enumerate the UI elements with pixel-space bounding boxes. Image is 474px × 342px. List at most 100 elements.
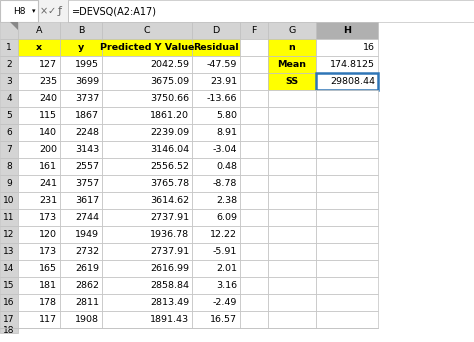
Bar — [60, 209, 102, 226]
Bar — [268, 90, 316, 107]
Text: 127: 127 — [39, 60, 57, 69]
Text: 235: 235 — [39, 77, 57, 86]
Text: 15: 15 — [3, 281, 15, 290]
Bar — [192, 56, 240, 73]
Bar — [192, 226, 240, 243]
Bar — [18, 90, 60, 107]
Bar — [102, 141, 192, 158]
Text: 3765.78: 3765.78 — [150, 179, 189, 188]
Bar — [316, 294, 378, 311]
Bar — [192, 209, 240, 226]
Text: 12: 12 — [3, 230, 15, 239]
Bar — [316, 107, 378, 124]
Text: 3757: 3757 — [75, 179, 99, 188]
Bar — [268, 277, 316, 294]
Bar — [0, 294, 18, 311]
Text: C: C — [144, 26, 150, 35]
Bar — [102, 260, 192, 277]
Text: 4: 4 — [6, 94, 12, 103]
Text: 3737: 3737 — [75, 94, 99, 103]
Text: 3146.04: 3146.04 — [150, 145, 189, 154]
Bar — [18, 294, 60, 311]
Bar — [240, 90, 268, 107]
Bar — [192, 124, 240, 141]
Bar — [316, 124, 378, 141]
Text: 1908: 1908 — [75, 315, 99, 324]
Bar — [316, 209, 378, 226]
Bar — [18, 226, 60, 243]
Text: 117: 117 — [39, 315, 57, 324]
Bar — [268, 226, 316, 243]
Text: 2813.49: 2813.49 — [150, 298, 189, 307]
Bar — [268, 311, 316, 328]
Text: 2239.09: 2239.09 — [150, 128, 189, 137]
Text: 3750.66: 3750.66 — [150, 94, 189, 103]
Bar — [60, 22, 102, 39]
Bar — [316, 158, 378, 175]
Bar — [102, 243, 192, 260]
Bar — [192, 175, 240, 192]
Text: 161: 161 — [39, 162, 57, 171]
Bar — [102, 311, 192, 328]
Bar — [18, 277, 60, 294]
Text: 11: 11 — [3, 213, 15, 222]
Bar — [102, 277, 192, 294]
Bar — [268, 243, 316, 260]
Bar — [316, 39, 378, 56]
Text: -8.78: -8.78 — [213, 179, 237, 188]
Bar — [18, 175, 60, 192]
Bar — [0, 311, 18, 328]
Bar — [240, 260, 268, 277]
Text: 2619: 2619 — [75, 264, 99, 273]
Bar — [60, 311, 102, 328]
Text: -2.49: -2.49 — [213, 298, 237, 307]
Bar — [268, 294, 316, 311]
Text: y: y — [78, 43, 84, 52]
Bar — [102, 39, 192, 56]
Bar — [18, 107, 60, 124]
Bar — [268, 22, 316, 39]
Bar — [192, 158, 240, 175]
Text: 2557: 2557 — [75, 162, 99, 171]
Bar — [192, 243, 240, 260]
Bar — [18, 39, 60, 56]
Text: 231: 231 — [39, 196, 57, 205]
Bar — [102, 226, 192, 243]
Bar — [316, 73, 378, 90]
Bar — [102, 124, 192, 141]
Text: 3699: 3699 — [75, 77, 99, 86]
Bar — [0, 0, 38, 22]
Bar — [316, 243, 378, 260]
Text: 6: 6 — [6, 128, 12, 137]
Text: 5: 5 — [6, 111, 12, 120]
Bar — [60, 226, 102, 243]
Bar — [192, 277, 240, 294]
Text: 13: 13 — [3, 247, 15, 256]
Bar — [0, 328, 18, 333]
Bar — [240, 277, 268, 294]
Text: H: H — [343, 26, 351, 35]
Text: 2737.91: 2737.91 — [150, 213, 189, 222]
Text: 18: 18 — [3, 326, 15, 335]
Bar — [0, 107, 18, 124]
Bar — [316, 90, 378, 107]
Bar — [316, 56, 378, 73]
Bar — [268, 107, 316, 124]
Text: -47.59: -47.59 — [207, 60, 237, 69]
Bar — [102, 209, 192, 226]
Bar — [68, 0, 474, 22]
Text: 2042.59: 2042.59 — [150, 60, 189, 69]
Text: 16: 16 — [3, 298, 15, 307]
Text: 140: 140 — [39, 128, 57, 137]
Text: -3.04: -3.04 — [212, 145, 237, 154]
Text: 2811: 2811 — [75, 298, 99, 307]
Polygon shape — [10, 22, 18, 30]
Text: D: D — [212, 26, 219, 35]
Bar — [102, 158, 192, 175]
Text: 29808.44: 29808.44 — [330, 77, 375, 86]
Bar — [0, 56, 18, 73]
Text: ×: × — [40, 6, 48, 16]
Text: 3614.62: 3614.62 — [150, 196, 189, 205]
Bar — [0, 0, 474, 22]
Bar — [268, 141, 316, 158]
